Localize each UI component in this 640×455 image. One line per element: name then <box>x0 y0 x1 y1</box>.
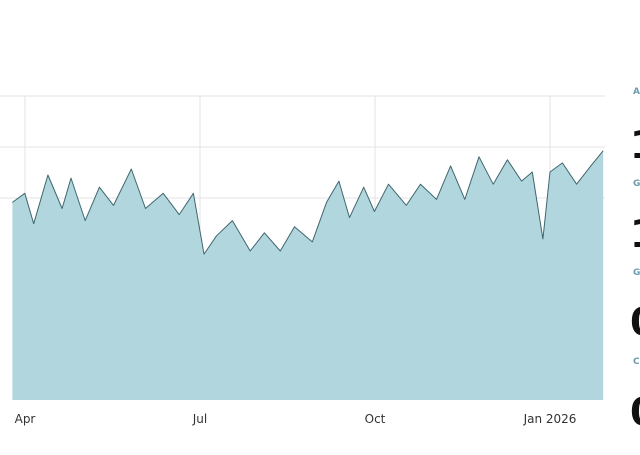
x-tick-label: Jan 2026 <box>523 412 577 426</box>
stat-value: 1 <box>630 126 640 164</box>
stat-value: 0 <box>630 393 640 431</box>
stat-label: A <box>633 87 640 97</box>
area-fill <box>12 150 604 400</box>
stat-label: G <box>633 179 640 189</box>
stat-label: G <box>633 268 640 278</box>
x-tick-label: Apr <box>15 412 36 426</box>
x-tick-label: Jul <box>192 412 207 426</box>
x-axis: Apr Jul Oct Jan 2026 <box>15 412 577 426</box>
stats-panel: A 1 G 1 G 0 C 0 <box>622 0 640 455</box>
stat-label: C <box>633 357 640 367</box>
series-line <box>12 150 604 255</box>
stat-value: 1 <box>630 215 640 253</box>
area-chart: Apr Jul Oct Jan 2026 <box>0 95 605 426</box>
stat-value: 0 <box>630 303 640 341</box>
x-tick-label: Oct <box>365 412 386 426</box>
